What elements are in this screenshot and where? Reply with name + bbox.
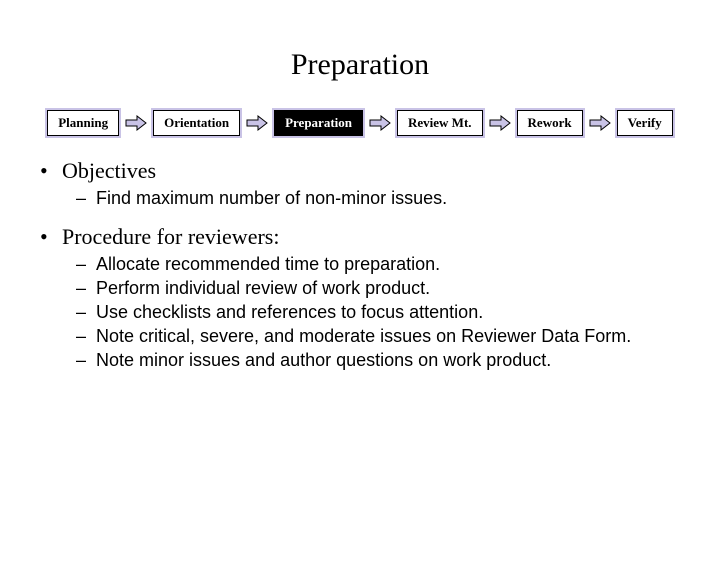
flow-step-review-mt: Review Mt. <box>397 110 483 136</box>
dash-icon: – <box>76 302 96 323</box>
list-item: – Use checklists and references to focus… <box>76 302 680 323</box>
list-item-text: Note minor issues and author questions o… <box>96 350 551 371</box>
list-item: – Note minor issues and author questions… <box>76 350 680 371</box>
page-title: Preparation <box>0 48 720 82</box>
dash-icon: – <box>76 350 96 371</box>
list-item: – Allocate recommended time to preparati… <box>76 254 680 275</box>
list-item-text: Allocate recommended time to preparation… <box>96 254 440 275</box>
section-heading: • Objectives <box>40 158 680 184</box>
arrow-icon <box>589 115 611 131</box>
dash-icon: – <box>76 188 96 209</box>
arrow-icon <box>369 115 391 131</box>
list-item: – Find maximum number of non-minor issue… <box>76 188 680 209</box>
arrow-icon <box>489 115 511 131</box>
section-heading-text: Procedure for reviewers: <box>62 224 279 250</box>
flow-step-rework: Rework <box>517 110 583 136</box>
flow-step-planning: Planning <box>47 110 119 136</box>
flow-step-preparation: Preparation <box>274 110 363 136</box>
process-flow: Planning Orientation Preparation Review … <box>20 110 700 136</box>
dash-icon: – <box>76 278 96 299</box>
flow-step-orientation: Orientation <box>153 110 240 136</box>
list-item-text: Find maximum number of non-minor issues. <box>96 188 447 209</box>
arrow-icon <box>246 115 268 131</box>
list-item: – Perform individual review of work prod… <box>76 278 680 299</box>
flow-step-verify: Verify <box>617 110 673 136</box>
section-heading: • Procedure for reviewers: <box>40 224 680 250</box>
list-item-text: Perform individual review of work produc… <box>96 278 430 299</box>
arrow-icon <box>125 115 147 131</box>
dash-icon: – <box>76 326 96 347</box>
bullet-icon: • <box>40 158 62 184</box>
content-body: • Objectives – Find maximum number of no… <box>40 158 680 371</box>
bullet-icon: • <box>40 224 62 250</box>
slide: Preparation Planning Orientation Prepara… <box>0 48 720 588</box>
section-heading-text: Objectives <box>62 158 156 184</box>
list-item: – Note critical, severe, and moderate is… <box>76 326 680 347</box>
list-item-text: Note critical, severe, and moderate issu… <box>96 326 631 347</box>
list-item-text: Use checklists and references to focus a… <box>96 302 483 323</box>
dash-icon: – <box>76 254 96 275</box>
